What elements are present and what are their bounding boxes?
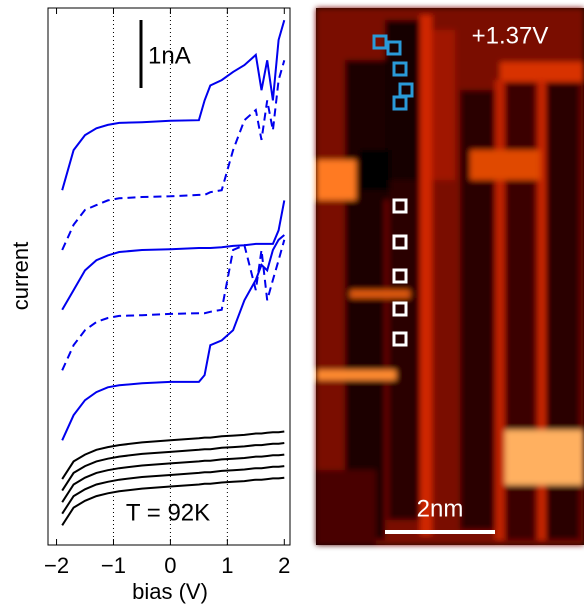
iv-curve [61,476,285,526]
temperature-annotation: T = 92K [126,499,210,526]
iv-curve [61,453,285,503]
iv-curve [61,234,285,441]
x-axis-label: bias (V) [132,579,208,604]
plot-frame [47,7,291,546]
x-tick-label: −1 [101,553,126,578]
x-tick-label: −2 [44,553,69,578]
iv-curve [61,430,285,480]
x-tick-label: 2 [278,553,290,578]
iv-curve [61,19,286,191]
iv-curve [61,60,286,251]
iv-curve [61,200,286,311]
scale-bar-label: 1nA [148,42,191,69]
stm-image: +1.37V 2nm [316,8,584,545]
y-axis-label: current [8,242,33,310]
iv-curve [61,239,286,371]
x-tick-label: 0 [164,553,176,578]
x-tick-label: 1 [221,553,233,578]
scale-bar-label: 2nm [417,495,464,522]
iv-curve [61,465,285,515]
bias-label: +1.37V [472,22,549,49]
iv-curve [61,442,285,492]
